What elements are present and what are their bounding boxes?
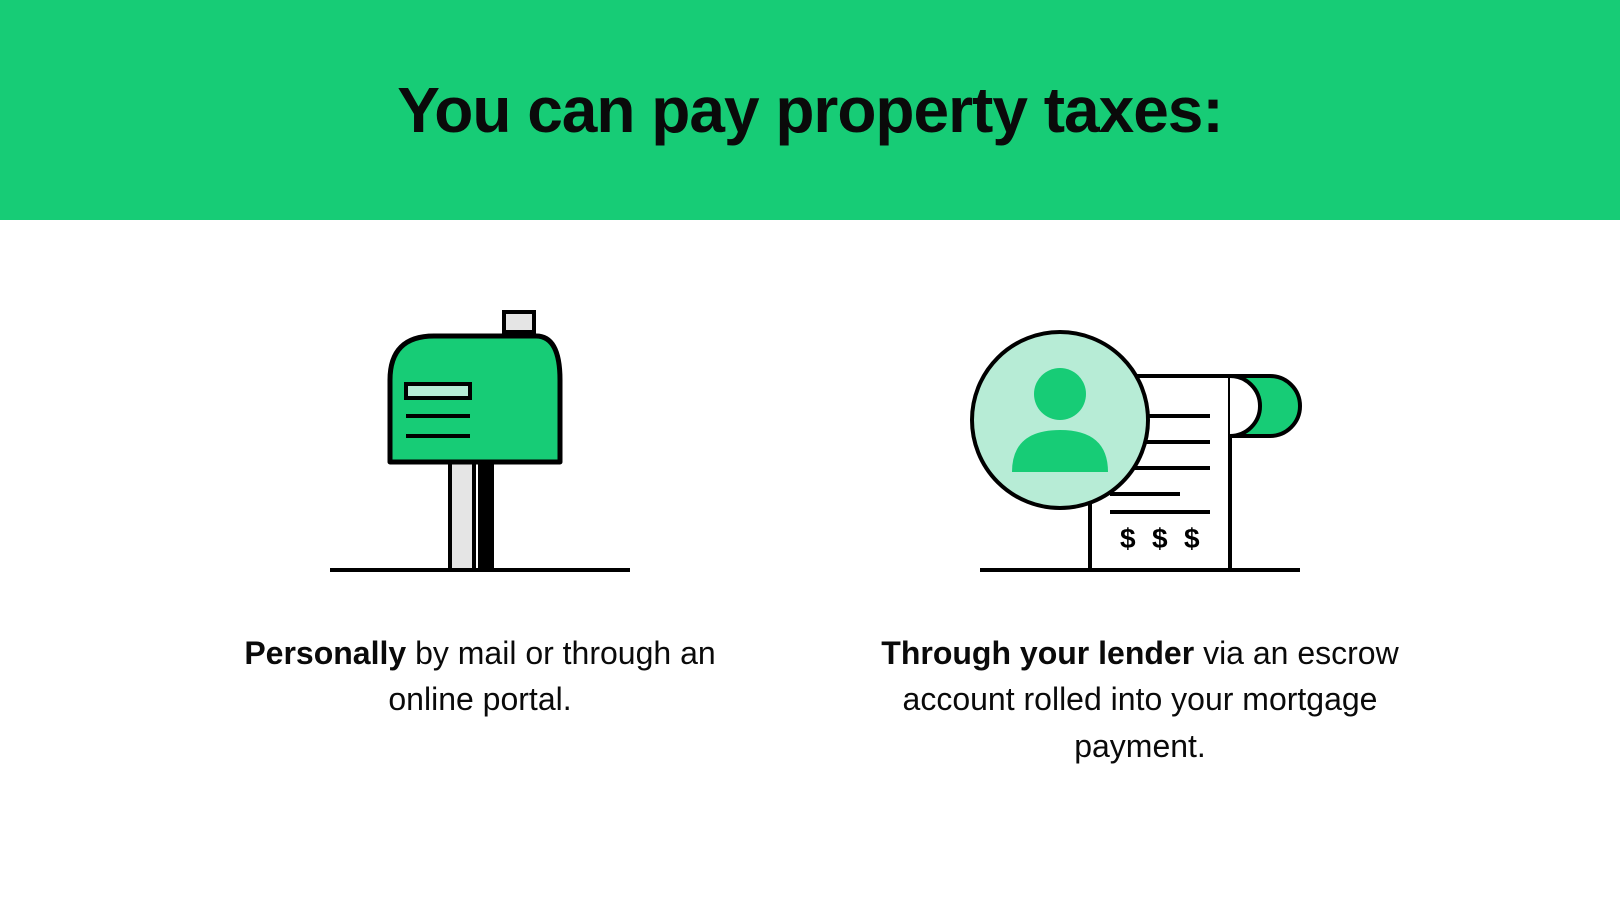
lender-icon: $ $ $ xyxy=(870,280,1410,580)
svg-text:$: $ xyxy=(1120,523,1136,554)
banner: You can pay property taxes: xyxy=(0,0,1620,220)
option-personally: Personally by mail or through an online … xyxy=(210,280,750,769)
mailbox-icon xyxy=(210,280,750,580)
svg-text:$: $ xyxy=(1184,523,1200,554)
page-title: You can pay property taxes: xyxy=(397,73,1222,147)
caption-bold: Through your lender xyxy=(881,635,1194,671)
caption-rest: by mail or through an online portal. xyxy=(388,635,715,717)
option-personally-caption: Personally by mail or through an online … xyxy=(210,630,750,723)
option-lender: $ $ $ Through your lender via an escrow … xyxy=(870,280,1410,769)
options-row: Personally by mail or through an online … xyxy=(0,220,1620,769)
caption-bold: Personally xyxy=(244,635,406,671)
option-lender-caption: Through your lender via an escrow accoun… xyxy=(870,630,1410,769)
svg-text:$: $ xyxy=(1152,523,1168,554)
